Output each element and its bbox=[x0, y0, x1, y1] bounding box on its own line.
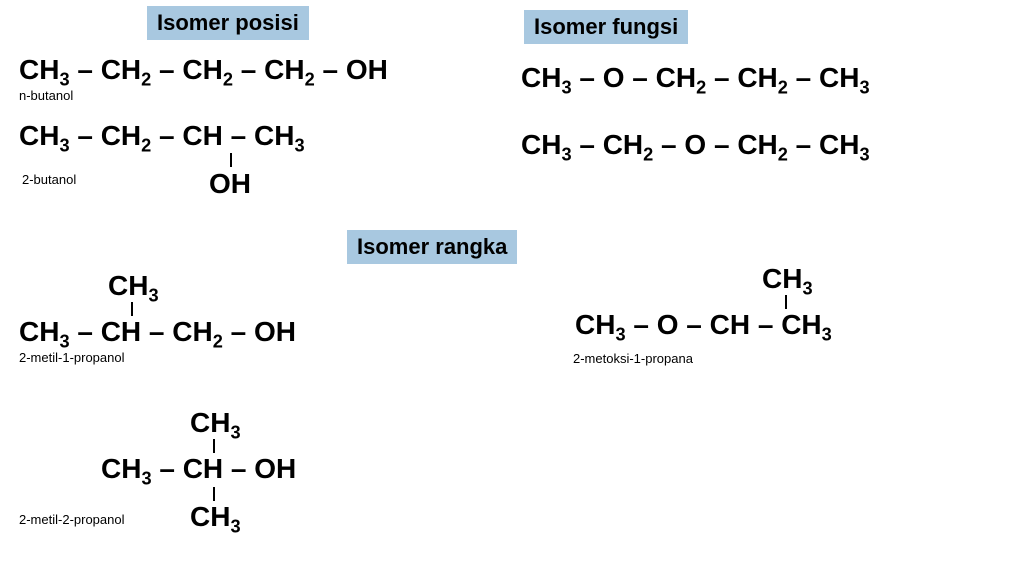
heading-isomer-posisi: Isomer posisi bbox=[147, 6, 309, 40]
formula-2-butanol-oh: OH bbox=[209, 170, 251, 198]
formula-2mp-top: CH3 bbox=[762, 265, 813, 293]
formula-2m2p-main: CH3 – CH – OH bbox=[101, 455, 296, 483]
caption-n-butanol: n-butanol bbox=[19, 88, 73, 103]
formula-2m2p-top: CH3 bbox=[190, 409, 241, 437]
caption-2mp: 2-metoksi-1-propana bbox=[573, 351, 693, 366]
formula-2-butanol-main: CH3 – CH2 – CH – CH3 bbox=[19, 122, 305, 150]
caption-2m2p: 2-metil-2-propanol bbox=[19, 512, 125, 527]
formula-2m1p-top: CH3 bbox=[108, 272, 159, 300]
formula-n-butanol: CH3 – CH2 – CH2 – CH2 – OH bbox=[19, 56, 388, 84]
formula-ether-1: CH3 – O – CH2 – CH2 – CH3 bbox=[521, 64, 870, 92]
formula-2mp-main: CH3 – O – CH – CH3 bbox=[575, 311, 832, 339]
caption-2m1p: 2-metil-1-propanol bbox=[19, 350, 125, 365]
caption-2-butanol: 2-butanol bbox=[22, 172, 76, 187]
bond-2m1p bbox=[131, 302, 133, 316]
bond-2m2p-bottom bbox=[213, 487, 215, 501]
bond-2m2p-top bbox=[213, 439, 215, 453]
heading-isomer-fungsi: Isomer fungsi bbox=[524, 10, 688, 44]
bond-2-butanol bbox=[230, 153, 232, 167]
formula-ether-2: CH3 – CH2 – O – CH2 – CH3 bbox=[521, 131, 870, 159]
heading-isomer-rangka: Isomer rangka bbox=[347, 230, 517, 264]
formula-2m1p-main: CH3 – CH – CH2 – OH bbox=[19, 318, 296, 346]
formula-2m2p-bottom: CH3 bbox=[190, 503, 241, 531]
bond-2mp bbox=[785, 295, 787, 309]
